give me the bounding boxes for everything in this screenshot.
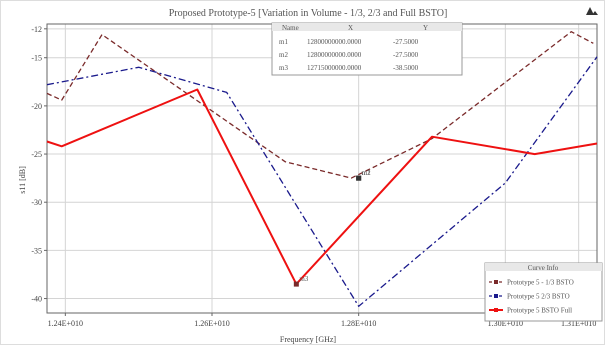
marker-point [293, 281, 299, 287]
marker-label: m1 [362, 169, 371, 177]
marker-table-box [271, 22, 463, 76]
y-tick-label: -30 [31, 198, 42, 207]
legend-swatch-marker [494, 294, 498, 298]
y-tick-label: -25 [31, 150, 42, 159]
marker-row-y: -38.5000 [393, 64, 419, 72]
legend-box [484, 262, 603, 322]
marker-table: Name X Y m1 12800000000.0000 -27.5000 m2… [271, 22, 463, 76]
legend-swatch-marker [494, 280, 498, 284]
x-tick-label: 1.30E+010 [488, 319, 523, 328]
marker-row-x: 12800000000.0000 [307, 51, 362, 59]
series-line [46, 56, 598, 307]
legend[interactable]: Curve Info Prototype 5 - 1/3 BSTO Prototy… [484, 262, 603, 322]
legend-header [485, 263, 602, 271]
x-tick-label: 1.28E+010 [341, 319, 376, 328]
y-tick-label: -15 [31, 54, 42, 63]
marker-row-y: -27.5000 [393, 51, 419, 59]
marker-row-name: m1 [279, 38, 288, 46]
y-tick-label: -35 [31, 246, 42, 255]
marker-table-col-x: X [348, 24, 353, 32]
axes: 1.24E+010 1.26E+010 1.28E+010 1.30E+010 1.31… [31, 23, 598, 328]
marker-point [356, 175, 362, 181]
ansys-logo-icon [586, 7, 594, 15]
legend-item-label: Prototype 5 - 1/3 BSTO [507, 279, 574, 287]
y-tick-label: -20 [31, 102, 42, 111]
series-line [46, 31, 594, 179]
y-tick-label: -40 [31, 295, 42, 304]
marker-row-name: m3 [279, 64, 288, 72]
marker-table-header [272, 23, 462, 31]
marker-label: m3 [299, 275, 308, 283]
marker-table-col-y: Y [423, 24, 428, 32]
x-tick-label: 1.24E+010 [48, 319, 83, 328]
legend-item-label: Prototype 5 BSTO Full [507, 307, 572, 315]
marker-row-name: m2 [279, 51, 288, 59]
marker-row-x: 12715000000.0000 [307, 64, 362, 72]
marker-row-x: 12800000000.0000 [307, 38, 362, 46]
chart-title: Proposed Prototype-5 [Variation in Volum… [169, 8, 448, 19]
x-tick-label: 1.26E+010 [194, 319, 229, 328]
y-tick-label: -12 [31, 25, 42, 34]
x-axis-label: Frequency [GHz] [280, 335, 337, 344]
x-tick-label: 1.31E+010 [561, 319, 596, 328]
marker-row-y: -27.5000 [393, 38, 419, 46]
ansys-logo-accent-icon [592, 11, 598, 15]
marker-table-col-name: Name [282, 24, 299, 32]
legend-title: Curve Info [528, 264, 559, 272]
y-axis-label: s11 [dB] [18, 166, 27, 194]
marker-label: m2 [362, 169, 371, 177]
legend-swatch-marker [494, 308, 498, 312]
legend-item-label: Prototype 5 2/3 BSTO [507, 293, 570, 301]
